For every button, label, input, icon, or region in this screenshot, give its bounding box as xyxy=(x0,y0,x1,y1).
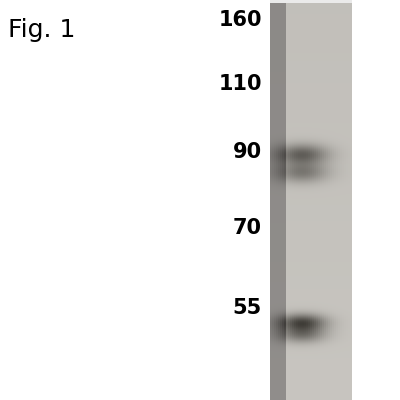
Text: 90: 90 xyxy=(233,142,262,162)
Text: 110: 110 xyxy=(218,74,262,94)
Text: 160: 160 xyxy=(218,10,262,30)
Text: Fig. 1: Fig. 1 xyxy=(8,18,75,42)
Text: 55: 55 xyxy=(233,298,262,318)
Text: 70: 70 xyxy=(233,218,262,238)
